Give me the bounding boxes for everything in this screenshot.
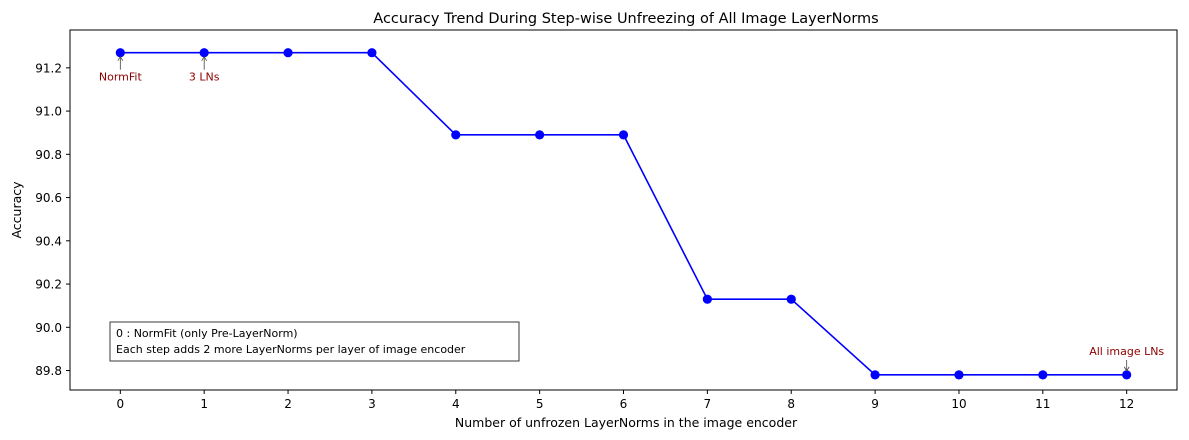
x-tick-label: 7 xyxy=(704,397,712,411)
x-tick-label: 9 xyxy=(871,397,879,411)
y-axis-ticks: 89.8 90.0 90.2 90.4 90.6 90.8 91.0 91.2 xyxy=(35,61,70,378)
data-point xyxy=(786,294,796,304)
annotation-label: NormFit xyxy=(99,71,143,84)
y-tick-label: 90.8 xyxy=(35,148,62,162)
info-text-box: 0 : NormFit (only Pre-LayerNorm) Each st… xyxy=(109,321,520,362)
x-tick-label: 8 xyxy=(787,397,795,411)
y-tick-label: 90.2 xyxy=(35,278,62,292)
x-tick-label: 1 xyxy=(200,397,208,411)
y-tick-label: 91.0 xyxy=(35,105,62,119)
x-axis-label: Number of unfrozen LayerNorms in the ima… xyxy=(455,415,798,430)
x-tick-label: 5 xyxy=(536,397,544,411)
x-tick-label: 6 xyxy=(620,397,628,411)
data-point xyxy=(115,48,125,58)
x-tick-label: 0 xyxy=(116,397,124,411)
data-point xyxy=(199,48,209,58)
x-tick-label: 3 xyxy=(368,397,376,411)
x-tick-label: 12 xyxy=(1119,397,1134,411)
annotation-arrowhead xyxy=(201,55,208,61)
y-tick-label: 90.0 xyxy=(35,321,62,335)
annotation-label: 3 LNs xyxy=(189,71,220,84)
data-point xyxy=(535,130,545,140)
info-box-frame xyxy=(109,321,520,362)
info-box-line-1: 0 : NormFit (only Pre-LayerNorm) xyxy=(116,327,298,340)
data-point xyxy=(618,130,629,140)
x-tick-label: 2 xyxy=(284,397,292,411)
x-tick-label: 4 xyxy=(452,397,460,411)
data-point xyxy=(870,370,880,380)
x-tick-label: 11 xyxy=(1035,397,1050,411)
data-point xyxy=(283,48,293,58)
series-layer xyxy=(115,48,1132,380)
x-axis-ticks: 0 1 2 3 4 5 6 7 8 9 10 11 12 xyxy=(116,390,1134,411)
annotation-arrowhead xyxy=(117,55,124,61)
annotation-arrowhead xyxy=(1123,366,1130,372)
y-tick-label: 90.4 xyxy=(35,234,62,248)
x-tick-label: 10 xyxy=(951,397,966,411)
y-tick-label: 91.2 xyxy=(35,61,62,75)
data-point xyxy=(1038,370,1048,380)
annotation-layer: NormFit 3 LNs All image LNs xyxy=(99,55,1164,372)
data-point xyxy=(367,48,377,58)
data-point xyxy=(1122,370,1132,380)
data-point xyxy=(954,370,964,380)
info-box-line-2: Each step adds 2 more LayerNorms per lay… xyxy=(116,343,466,356)
y-axis-label: Accuracy xyxy=(9,181,24,239)
chart-title: Accuracy Trend During Step-wise Unfreezi… xyxy=(373,11,878,27)
annotation-label: All image LNs xyxy=(1089,345,1164,358)
data-point xyxy=(451,130,461,140)
y-tick-label: 89.8 xyxy=(35,364,62,378)
data-point xyxy=(702,294,712,304)
y-tick-label: 90.6 xyxy=(35,191,62,205)
